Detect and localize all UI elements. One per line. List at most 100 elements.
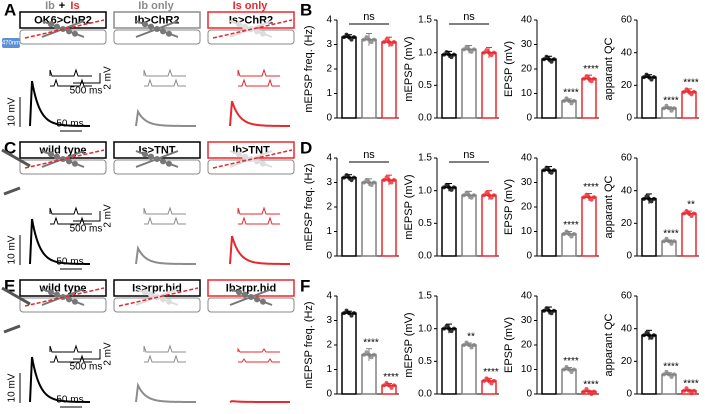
bouton: [166, 160, 172, 167]
bouton: [260, 160, 266, 167]
point: [644, 194, 649, 199]
mini-trace: [50, 216, 92, 225]
y-tick-label: 0.5: [418, 218, 432, 229]
significance: **: [467, 332, 475, 343]
bar: [381, 179, 397, 257]
bar: [381, 41, 397, 119]
point: [487, 50, 491, 55]
point: [592, 389, 596, 394]
evoked-trace: [229, 100, 291, 127]
point: [672, 106, 676, 111]
point: [664, 236, 669, 241]
y-tick-label: 0.5: [418, 80, 432, 91]
point: [364, 35, 369, 40]
point: [544, 306, 549, 311]
bouton: [142, 289, 148, 296]
point: [682, 89, 686, 94]
point: [589, 197, 594, 202]
point: [489, 381, 494, 386]
point: [682, 388, 686, 393]
header-label: Is only: [233, 0, 269, 12]
point: [482, 378, 486, 383]
significance: ns: [463, 149, 475, 161]
significance: ****: [483, 367, 499, 378]
panel-letter: D: [300, 138, 312, 157]
y-axis-label: EPSP (mV): [503, 317, 515, 373]
significance: ****: [663, 96, 679, 107]
point: [447, 326, 451, 331]
point: [482, 193, 486, 198]
bar: [441, 327, 457, 395]
point: [384, 175, 389, 180]
point: [352, 175, 356, 180]
bouton: [236, 21, 242, 28]
point: [489, 53, 494, 58]
point: [487, 193, 491, 198]
point: [444, 50, 449, 55]
bouton: [166, 30, 172, 37]
point: [652, 333, 656, 338]
point: [352, 311, 356, 316]
bar: [561, 233, 577, 257]
point: [342, 175, 346, 180]
y-tick-label: 20: [621, 218, 633, 229]
point: [642, 196, 646, 201]
bar: [341, 312, 357, 395]
point: [649, 335, 654, 340]
bouton: [148, 291, 154, 298]
point: [684, 386, 689, 391]
bouton: [236, 289, 242, 296]
y-tick-label: 60: [621, 153, 633, 164]
mini-trace: [237, 206, 280, 215]
y-tick-label: 2: [326, 340, 332, 351]
muscle-box: [113, 29, 201, 45]
point: [552, 308, 556, 313]
point: [469, 345, 474, 350]
y-tick-label: 0: [526, 113, 532, 124]
bouton: [242, 153, 248, 160]
y-tick-label: 40: [521, 15, 533, 26]
point: [644, 72, 649, 77]
point: [487, 378, 491, 383]
bar: [541, 309, 557, 395]
evoked-trace: [135, 108, 197, 127]
bar: [361, 181, 377, 257]
y-axis-label: mEPSP freq. (Hz): [303, 301, 315, 388]
y-axis-label: apparant QC: [603, 175, 615, 238]
bouton: [154, 26, 160, 32]
y-axis-label: apparant QC: [603, 313, 615, 376]
bouton: [48, 289, 54, 296]
point: [392, 178, 396, 183]
point: [672, 372, 676, 377]
bouton: [160, 28, 166, 35]
point: [462, 193, 466, 198]
y-tick-label: 40: [521, 153, 533, 164]
y-tick-label: 10: [521, 364, 533, 375]
point: [687, 388, 691, 393]
point: [492, 193, 496, 198]
significance: ****: [583, 379, 599, 390]
point: [344, 32, 349, 37]
point: [549, 170, 554, 175]
point: [569, 370, 574, 374]
point: [592, 76, 596, 81]
is-axon: [24, 149, 105, 169]
point: [664, 103, 669, 108]
point: [367, 180, 371, 185]
muscle-box: [113, 297, 201, 313]
point: [572, 367, 576, 372]
point: [647, 196, 651, 201]
point: [582, 195, 586, 200]
point: [447, 185, 451, 190]
point: [647, 333, 651, 338]
point: [587, 195, 591, 200]
bouton: [148, 23, 154, 30]
point: [449, 187, 454, 192]
is-axon: [24, 287, 105, 307]
y-tick-label: 0: [326, 389, 332, 400]
muscle-box: [19, 29, 107, 45]
point: [372, 352, 376, 357]
point: [572, 98, 576, 103]
scale-bar: [73, 73, 101, 84]
point: [567, 231, 571, 236]
